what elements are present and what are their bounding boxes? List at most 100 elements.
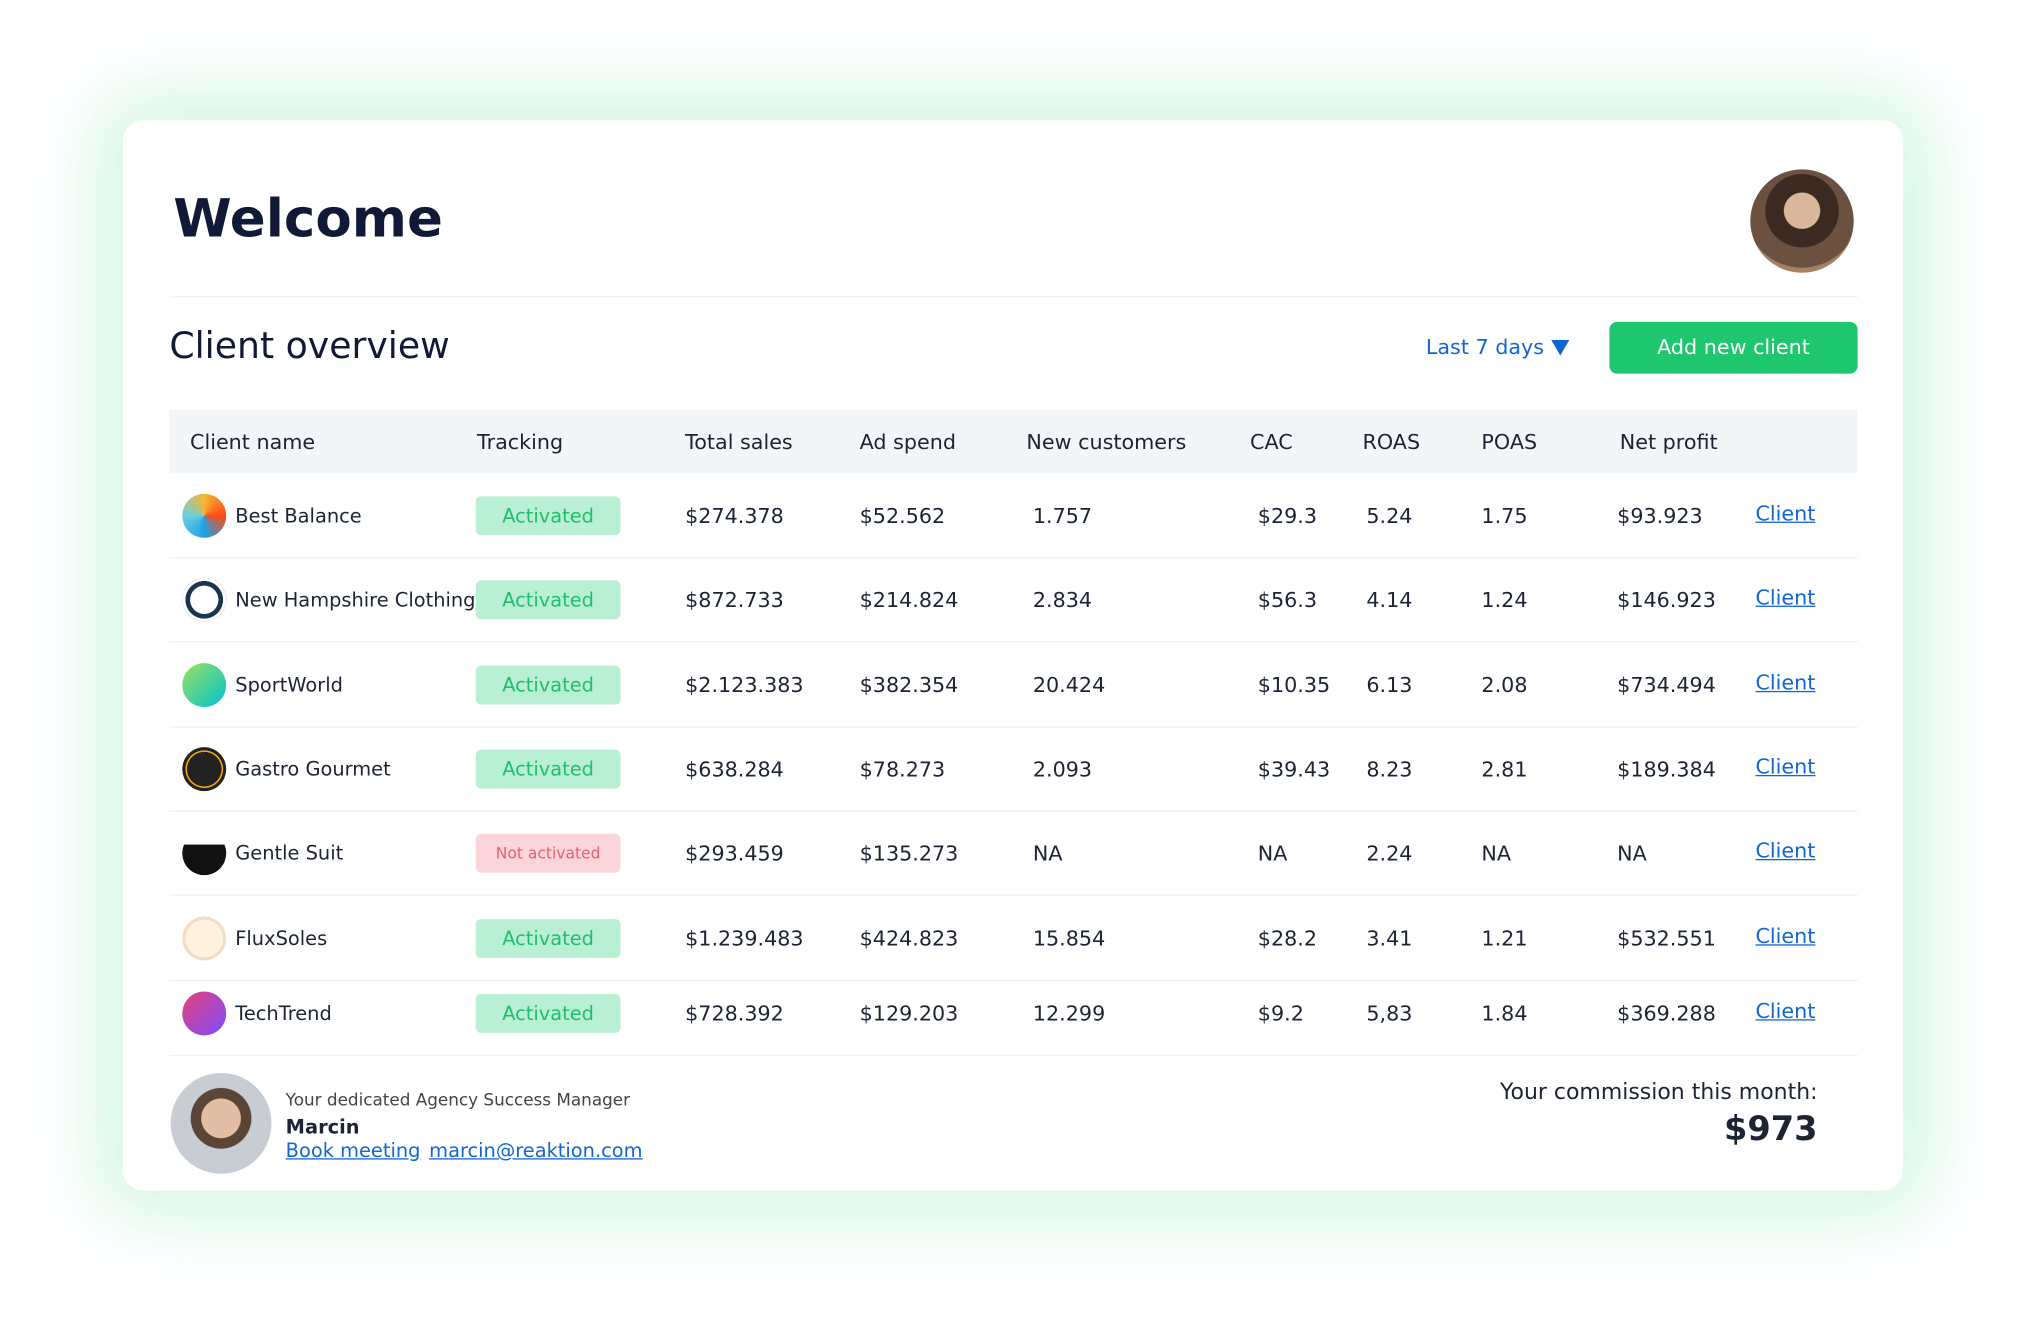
row-divider bbox=[169, 557, 1858, 559]
dashboard-card: Welcome Client overview Last 7 days Add … bbox=[122, 120, 1903, 1191]
column-header: Client name bbox=[190, 429, 316, 455]
client-logo bbox=[182, 493, 227, 538]
divider bbox=[169, 296, 1858, 298]
table-cell: $872.733 bbox=[685, 587, 784, 613]
section-title: Client overview bbox=[169, 324, 450, 368]
client-link[interactable]: Client bbox=[1755, 754, 1816, 779]
table-cell: 1.84 bbox=[1481, 1001, 1528, 1026]
table-cell: $39.43 bbox=[1257, 756, 1331, 782]
row-divider bbox=[169, 641, 1858, 643]
table-cell: 8.23 bbox=[1366, 756, 1413, 782]
table-cell: $52.562 bbox=[859, 503, 946, 529]
client-link[interactable]: Client bbox=[1755, 670, 1816, 695]
table-cell: $56.3 bbox=[1257, 587, 1318, 613]
client-logo bbox=[182, 991, 227, 1036]
table-cell: NA bbox=[1032, 840, 1063, 866]
client-name: FluxSoles bbox=[235, 926, 328, 951]
table-cell: $734.494 bbox=[1617, 672, 1716, 698]
client-logo bbox=[182, 916, 227, 961]
tracking-status: Activated bbox=[475, 496, 621, 536]
column-header: Ad spend bbox=[859, 429, 957, 455]
date-filter-label[interactable]: Last 7 days bbox=[1425, 334, 1545, 360]
client-logo bbox=[182, 831, 227, 876]
client-link[interactable]: Client bbox=[1755, 838, 1816, 863]
column-header: Tracking bbox=[477, 429, 564, 455]
row-divider bbox=[169, 1054, 1858, 1057]
table-cell: NA bbox=[1481, 840, 1512, 866]
table-cell: $214.824 bbox=[859, 587, 959, 613]
table-cell: 15.854 bbox=[1032, 926, 1106, 951]
book-meeting-link[interactable]: Book meeting bbox=[285, 1138, 421, 1163]
row-divider bbox=[169, 979, 1858, 982]
commission-label: Your commission this month: bbox=[1499, 1079, 1818, 1106]
table-cell: $29.3 bbox=[1257, 503, 1318, 529]
table-cell: $93.923 bbox=[1617, 503, 1703, 529]
table-cell: $129.203 bbox=[859, 1001, 959, 1026]
manager-caption: Your dedicated Agency Success Manager bbox=[285, 1091, 631, 1111]
table-cell: $293.459 bbox=[685, 840, 784, 866]
column-header: CAC bbox=[1250, 429, 1293, 455]
client-link[interactable]: Client bbox=[1755, 500, 1816, 526]
table-cell: $1.239.483 bbox=[685, 926, 804, 951]
table-cell: NA bbox=[1617, 840, 1647, 866]
tracking-status: Not activated bbox=[475, 833, 621, 873]
table-cell: $2.123.383 bbox=[685, 672, 804, 698]
manager-name: Marcin bbox=[285, 1115, 360, 1139]
add-client-button[interactable]: Add new client bbox=[1609, 321, 1858, 374]
table-cell: 2.81 bbox=[1481, 756, 1528, 782]
row-divider bbox=[169, 810, 1858, 812]
tracking-status: Activated bbox=[475, 580, 621, 620]
table-cell: $146.923 bbox=[1617, 587, 1716, 613]
table-cell: $189.384 bbox=[1617, 756, 1716, 782]
table-cell: $728.392 bbox=[685, 1001, 784, 1026]
table-cell: $369.288 bbox=[1617, 1001, 1716, 1026]
client-link[interactable]: Client bbox=[1755, 998, 1816, 1024]
client-link[interactable]: Client bbox=[1755, 923, 1816, 949]
client-name: New Hampshire Clothing bbox=[235, 588, 476, 612]
table-cell: $9.2 bbox=[1257, 1001, 1304, 1026]
table-cell: 6.13 bbox=[1366, 672, 1413, 698]
table-cell: 1.24 bbox=[1481, 587, 1528, 613]
welcome-title: Welcome bbox=[173, 187, 443, 250]
table-cell: $424.823 bbox=[859, 926, 959, 951]
client-name: Gastro Gourmet bbox=[235, 757, 391, 781]
client-name: Best Balance bbox=[235, 504, 362, 528]
table-cell: $78.273 bbox=[859, 756, 946, 782]
table-cell: 1.75 bbox=[1481, 503, 1528, 529]
user-avatar[interactable] bbox=[1750, 169, 1854, 273]
table-cell: 1.757 bbox=[1032, 503, 1093, 529]
date-filter[interactable]: Last 7 days bbox=[1425, 334, 1569, 360]
table-cell: 2.834 bbox=[1032, 587, 1093, 613]
table-cell: 5,83 bbox=[1366, 1001, 1413, 1026]
tracking-status: Activated bbox=[475, 919, 621, 958]
dropdown-arrow[interactable] bbox=[1550, 339, 1569, 356]
row-divider bbox=[169, 894, 1858, 896]
table-cell: $382.354 bbox=[859, 672, 959, 698]
table-cell: $28.2 bbox=[1257, 926, 1318, 951]
table-cell: 12.299 bbox=[1032, 1001, 1106, 1026]
table-cell: $638.284 bbox=[685, 756, 784, 782]
column-header: ROAS bbox=[1362, 429, 1421, 455]
column-header: POAS bbox=[1481, 429, 1538, 455]
tracking-status: Activated bbox=[475, 749, 621, 789]
client-logo bbox=[182, 577, 227, 622]
client-logo bbox=[182, 663, 227, 708]
table-cell: NA bbox=[1257, 840, 1288, 866]
client-link[interactable]: Client bbox=[1755, 584, 1816, 610]
email-link[interactable]: marcin@reaktion.com bbox=[429, 1138, 643, 1163]
table-cell: $10.35 bbox=[1257, 672, 1331, 698]
commission-value: $973 bbox=[1723, 1110, 1818, 1150]
row-divider bbox=[169, 726, 1858, 728]
client-name: Gentle Suit bbox=[235, 841, 344, 865]
client-name: SportWorld bbox=[235, 673, 343, 697]
tracking-status: Activated bbox=[475, 665, 621, 705]
table-cell: $135.273 bbox=[859, 840, 959, 866]
manager-avatar bbox=[170, 1072, 272, 1174]
column-header: Total sales bbox=[685, 429, 793, 455]
table-cell: 5.24 bbox=[1366, 503, 1413, 529]
table-cell: 2.093 bbox=[1032, 756, 1093, 782]
table-cell: 1.21 bbox=[1481, 926, 1528, 951]
client-name: TechTrend bbox=[235, 1001, 332, 1026]
table-cell: $274.378 bbox=[685, 503, 784, 529]
